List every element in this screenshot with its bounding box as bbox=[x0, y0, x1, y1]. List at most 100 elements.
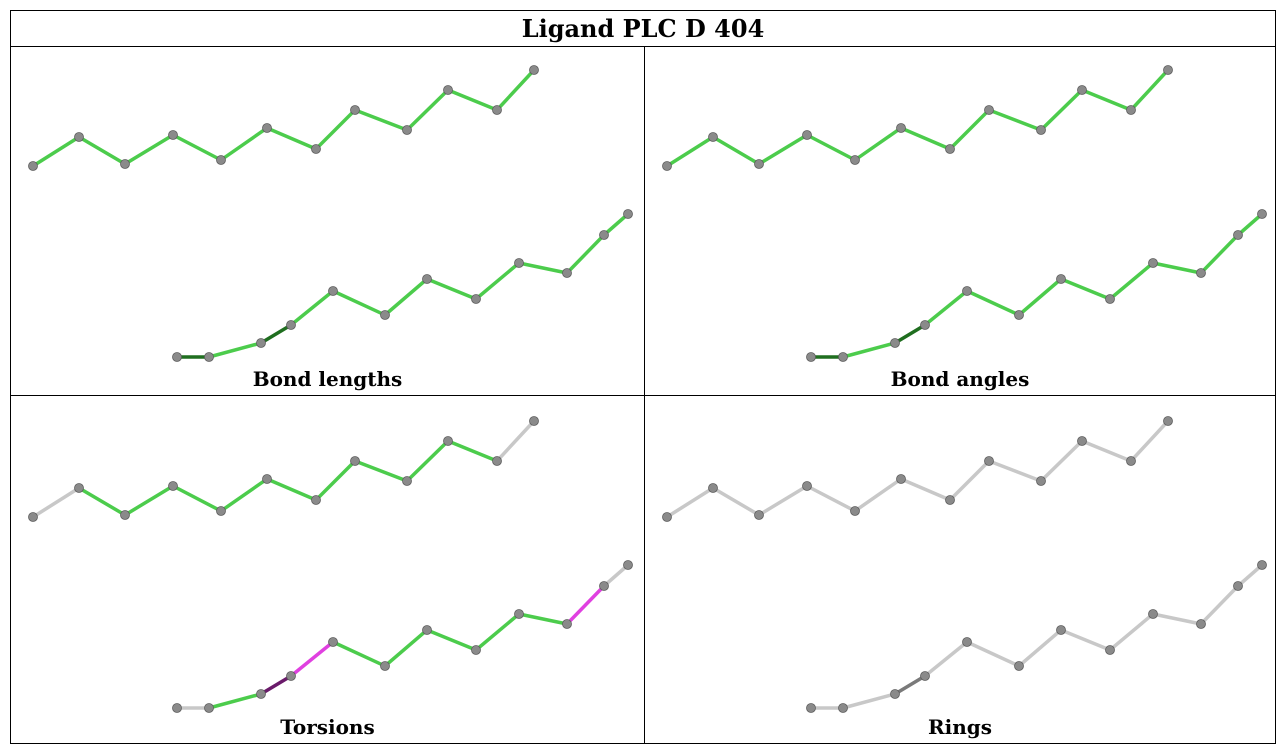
upper-bond-4 bbox=[219, 126, 269, 162]
upper-atom-7 bbox=[984, 105, 994, 115]
lower-atom-8 bbox=[1148, 609, 1158, 619]
lower-atom-7 bbox=[1105, 645, 1115, 655]
upper-bond-1 bbox=[77, 135, 127, 166]
upper-atom-2 bbox=[120, 159, 130, 169]
upper-bond-4 bbox=[219, 477, 269, 513]
upper-bond-4 bbox=[853, 126, 903, 162]
panel-bond-angles: Bond angles bbox=[645, 47, 1275, 396]
lower-atom-11 bbox=[1257, 209, 1267, 219]
lower-atom-11 bbox=[623, 560, 633, 570]
lower-bond-1 bbox=[841, 692, 897, 710]
figure-frame: Ligand PLC D 404 Bond lengths Bond angle… bbox=[10, 10, 1276, 744]
lower-atom-9 bbox=[562, 268, 572, 278]
lower-atom-7 bbox=[1105, 294, 1115, 304]
lower-atom-10 bbox=[1233, 581, 1243, 591]
lower-bond-6 bbox=[1059, 628, 1112, 652]
upper-bond-2 bbox=[757, 133, 809, 166]
upper-atom-10 bbox=[1126, 456, 1136, 466]
lower-bond-1 bbox=[207, 692, 263, 710]
upper-bond-0 bbox=[665, 135, 715, 168]
lower-bond-8 bbox=[1151, 261, 1203, 275]
lower-bond-10 bbox=[602, 563, 630, 588]
upper-atom-4 bbox=[850, 506, 860, 516]
lower-atom-11 bbox=[1257, 560, 1267, 570]
upper-bond-6 bbox=[948, 108, 991, 151]
lower-bond-8 bbox=[517, 612, 569, 626]
upper-atom-11 bbox=[1163, 416, 1173, 426]
lower-atom-1 bbox=[204, 352, 214, 362]
upper-atom-9 bbox=[443, 85, 453, 95]
lower-bond-6 bbox=[425, 628, 478, 652]
upper-atom-1 bbox=[74, 483, 84, 493]
lower-bond-10 bbox=[1236, 563, 1264, 588]
lower-atom-3 bbox=[920, 671, 930, 681]
upper-bond-9 bbox=[446, 88, 499, 112]
lower-atom-2 bbox=[890, 689, 900, 699]
lower-atom-9 bbox=[1196, 268, 1206, 278]
lower-bond-5 bbox=[383, 628, 429, 668]
upper-atom-4 bbox=[850, 155, 860, 165]
upper-atom-2 bbox=[120, 510, 130, 520]
upper-atom-10 bbox=[1126, 105, 1136, 115]
lower-bond-2 bbox=[259, 674, 293, 696]
upper-atom-9 bbox=[1077, 436, 1087, 446]
upper-atom-8 bbox=[1036, 476, 1046, 486]
upper-atom-10 bbox=[492, 105, 502, 115]
lower-bond-3 bbox=[289, 289, 335, 327]
molecule-rings bbox=[662, 416, 1267, 713]
lower-bond-9 bbox=[1199, 233, 1240, 275]
lower-atom-1 bbox=[838, 703, 848, 713]
upper-atom-5 bbox=[896, 123, 906, 133]
upper-bond-10 bbox=[1129, 68, 1170, 112]
lower-atom-3 bbox=[286, 320, 296, 330]
upper-atom-7 bbox=[984, 456, 994, 466]
lower-atom-6 bbox=[422, 625, 432, 635]
lower-bond-3 bbox=[923, 289, 969, 327]
lower-bond-9 bbox=[565, 584, 606, 626]
lower-atom-0 bbox=[172, 703, 182, 713]
upper-atom-9 bbox=[1077, 85, 1087, 95]
upper-bond-0 bbox=[31, 135, 81, 168]
lower-atom-4 bbox=[328, 637, 338, 647]
lower-atom-8 bbox=[514, 258, 524, 268]
lower-atom-6 bbox=[1056, 274, 1066, 284]
lower-atom-4 bbox=[328, 286, 338, 296]
lower-atom-10 bbox=[599, 581, 609, 591]
upper-atom-11 bbox=[1163, 65, 1173, 75]
lower-atom-1 bbox=[838, 352, 848, 362]
upper-atom-1 bbox=[74, 132, 84, 142]
upper-bond-4 bbox=[853, 477, 903, 513]
upper-bond-7 bbox=[987, 108, 1043, 132]
lower-atom-4 bbox=[962, 637, 972, 647]
upper-bond-3 bbox=[805, 133, 857, 162]
upper-atom-11 bbox=[529, 416, 539, 426]
lower-bond-2 bbox=[893, 323, 927, 345]
lower-bond-9 bbox=[1199, 584, 1240, 626]
lower-atom-10 bbox=[599, 230, 609, 240]
upper-bond-3 bbox=[171, 484, 223, 513]
upper-bond-5 bbox=[899, 126, 952, 151]
upper-atom-0 bbox=[28, 161, 38, 171]
upper-atom-8 bbox=[402, 476, 412, 486]
upper-atom-3 bbox=[168, 481, 178, 491]
upper-atom-1 bbox=[708, 483, 718, 493]
lower-bond-4 bbox=[965, 289, 1021, 317]
upper-bond-2 bbox=[123, 133, 175, 166]
lower-atom-3 bbox=[920, 320, 930, 330]
upper-bond-8 bbox=[1039, 439, 1084, 483]
upper-bond-10 bbox=[1129, 419, 1170, 463]
upper-bond-2 bbox=[757, 484, 809, 517]
upper-atom-6 bbox=[945, 495, 955, 505]
upper-atom-3 bbox=[802, 481, 812, 491]
upper-bond-5 bbox=[265, 126, 318, 151]
lower-atom-2 bbox=[890, 338, 900, 348]
lower-atom-5 bbox=[380, 661, 390, 671]
lower-atom-0 bbox=[806, 352, 816, 362]
caption-torsions: Torsions bbox=[280, 715, 375, 739]
lower-bond-7 bbox=[1108, 612, 1155, 652]
upper-atom-7 bbox=[350, 105, 360, 115]
upper-atom-6 bbox=[311, 144, 321, 154]
lower-bond-2 bbox=[893, 674, 927, 696]
upper-bond-6 bbox=[314, 459, 357, 502]
upper-atom-1 bbox=[708, 132, 718, 142]
